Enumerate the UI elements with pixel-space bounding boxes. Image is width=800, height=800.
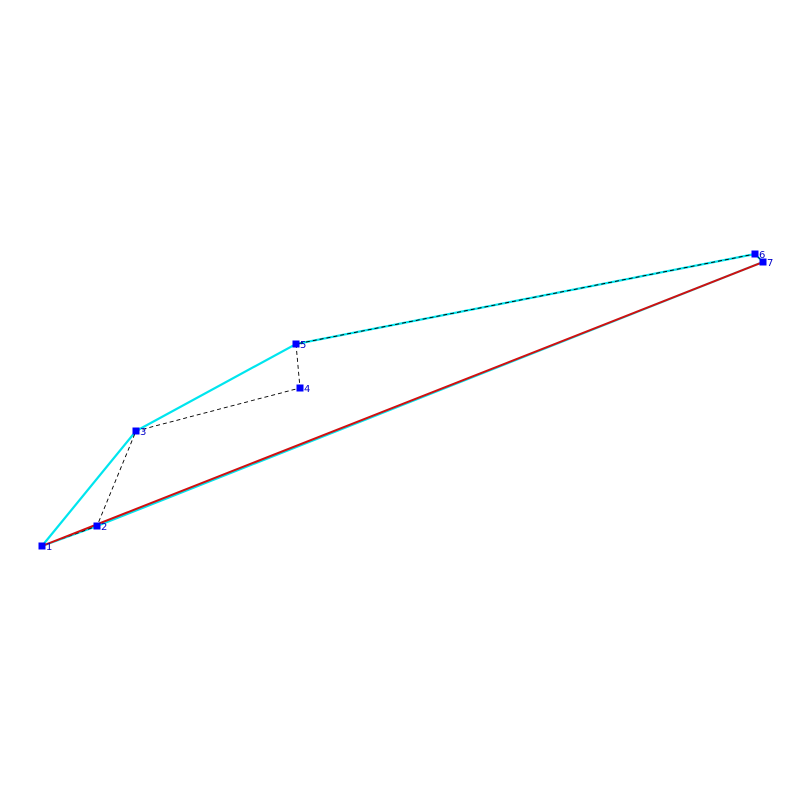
convex-hull — [38, 252, 765, 549]
point-path — [41, 253, 764, 547]
hull-outline — [38, 252, 765, 549]
red-edge — [41, 261, 764, 547]
point-label: 1 — [46, 542, 52, 553]
point-marker — [132, 427, 140, 435]
point-marker — [296, 384, 304, 392]
point-label: 7 — [767, 258, 773, 269]
point-label: 3 — [140, 427, 146, 438]
points: 1 2 3 4 5 67 — [38, 250, 773, 553]
point-label: 6 — [759, 250, 765, 261]
dashed-path — [41, 253, 764, 547]
point-marker — [759, 258, 767, 266]
point-marker — [93, 522, 101, 530]
extreme-edge — [41, 261, 764, 547]
point-label: 2 — [101, 522, 107, 533]
point-marker — [292, 340, 300, 348]
point-label: 5 — [300, 340, 306, 351]
point-label: 4 — [304, 384, 310, 395]
point-marker — [38, 542, 46, 550]
point-marker — [751, 250, 759, 258]
